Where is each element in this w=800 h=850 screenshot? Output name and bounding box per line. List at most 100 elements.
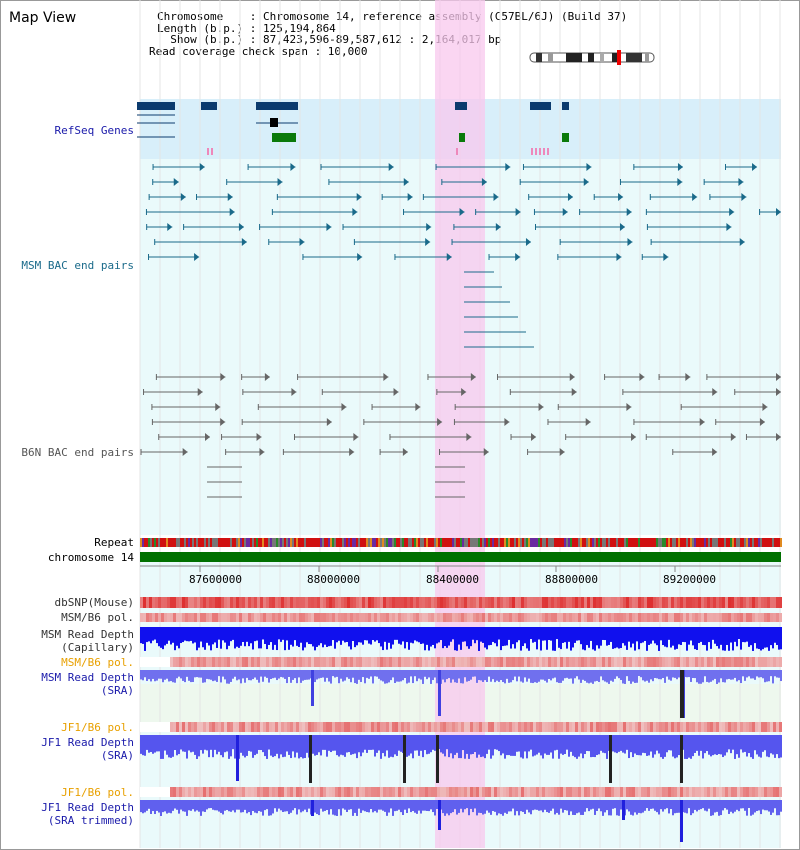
- jf1-b6-pol-cell: [686, 722, 689, 732]
- repeat-segment: [532, 538, 534, 547]
- jf1-depth-sra-bar: [720, 735, 722, 755]
- msm-b6-pol-sra-cell: [551, 657, 554, 667]
- msm-depth-capillary-bar: [702, 627, 704, 645]
- repeat-segment: [672, 538, 674, 547]
- msm-depth-capillary-bar: [648, 627, 650, 645]
- repeat-segment: [454, 538, 456, 547]
- jf1-b6-pol-trimmed-cell: [344, 787, 347, 797]
- msm-depth-capillary-bar: [612, 627, 614, 649]
- jf1-depth-trimmed-bar: [454, 800, 456, 810]
- jf1-depth-trimmed-bar: [382, 800, 384, 811]
- jf1-b6-pol-trimmed-cell: [377, 787, 380, 797]
- msm-depth-capillary-bar: [410, 627, 412, 643]
- msm-depth-capillary-bar: [402, 627, 404, 642]
- dbsnp-cell: [746, 597, 749, 608]
- dbsnp-cell: [638, 597, 641, 608]
- repeat-segment: [610, 538, 612, 547]
- repeat-segment: [146, 538, 148, 547]
- jf1-depth-trimmed-bar: [404, 800, 406, 810]
- msm-b6-pol-sra-cell: [572, 657, 575, 667]
- jf1-depth-trimmed-bar: [724, 800, 726, 809]
- refseq-gene: [201, 102, 217, 110]
- dbsnp-cell: [302, 597, 305, 608]
- msm-b6-pol-sra-cell: [629, 657, 632, 667]
- msm-depth-capillary-bar: [370, 627, 372, 645]
- msm-depth-sra-bar: [674, 670, 676, 678]
- jf1-b6-pol-trimmed-cell: [692, 787, 695, 797]
- repeat-segment: [776, 538, 778, 547]
- repeat-segment: [244, 538, 246, 547]
- jf1-depth-trimmed-bar: [154, 800, 156, 815]
- jf1-b6-pol-trimmed-cell: [671, 787, 674, 797]
- repeat-segment: [524, 538, 526, 547]
- msm-depth-capillary-bar: [604, 627, 606, 641]
- jf1-depth-trimmed-bar: [508, 800, 510, 812]
- msm-b6-pol-sra-cell: [353, 657, 356, 667]
- jf1-depth-sra-bar-spike: [436, 735, 439, 783]
- jf1-depth-trimmed-bar: [766, 800, 768, 811]
- jf1-depth-trimmed-bar: [668, 800, 670, 814]
- msm-depth-capillary-bar: [444, 627, 446, 647]
- dbsnp-cell: [254, 597, 257, 608]
- jf1-depth-sra-bar: [302, 735, 304, 759]
- repeat-segment: [188, 538, 190, 547]
- jf1-depth-sra-bar: [282, 735, 284, 758]
- msm-depth-sra-bar: [474, 670, 476, 677]
- msm-depth-sra-bar: [472, 670, 474, 677]
- msm-b6-pol-sra-cell: [170, 657, 173, 667]
- msm-b6-pol-sra-cell: [401, 657, 404, 667]
- jf1-b6-pol-cell: [749, 722, 752, 732]
- msm-depth-sra-bar: [602, 670, 604, 681]
- msm-b6-pol-sra-cell: [590, 657, 593, 667]
- repeat-segment: [412, 538, 414, 547]
- msm-b6-pol-cell: [404, 613, 407, 622]
- msm-b6-pol-cell: [260, 613, 263, 622]
- repeat-segment: [276, 538, 278, 547]
- repeat-segment: [452, 538, 454, 547]
- jf1-depth-trimmed-bar: [526, 800, 528, 810]
- repeat-segment: [406, 538, 408, 547]
- msm-depth-sra-bar: [220, 670, 222, 683]
- jf1-depth-sra-bar: [672, 735, 674, 757]
- msm-b6-pol-sra-cell: [542, 657, 545, 667]
- msm-depth-capillary-bar: [178, 627, 180, 649]
- msm-depth-sra-bar: [724, 670, 726, 683]
- jf1-depth-trimmed-bar: [256, 800, 258, 814]
- jf1-depth-trimmed-bar: [198, 800, 200, 812]
- jf1-depth-sra-bar: [380, 735, 382, 759]
- msm-b6-pol-cell: [725, 613, 728, 622]
- jf1-depth-trimmed-bar: [398, 800, 400, 810]
- jf1-depth-sra-bar: [360, 735, 362, 757]
- dbsnp-cell: [308, 597, 311, 608]
- msm-depth-capillary-bar: [172, 627, 174, 643]
- repeat-segment: [426, 538, 428, 547]
- jf1-b6-pol-trimmed-cell: [278, 787, 281, 797]
- jf1-depth-sra-bar: [322, 735, 324, 750]
- repeat-segment: [218, 538, 220, 547]
- jf1-b6-pol-cell: [539, 722, 542, 732]
- jf1-b6-pol-trimmed-cell: [488, 787, 491, 797]
- dbsnp-cell: [479, 597, 482, 608]
- jf1-depth-trimmed-bar: [514, 800, 516, 816]
- jf1-depth-trimmed-bar: [340, 800, 342, 816]
- msm-b6-pol-sra-cell: [350, 657, 353, 667]
- jf1-b6-pol-trimmed-cell: [194, 787, 197, 797]
- msm-b6-pol-sra-cell: [767, 657, 770, 667]
- msm-b6-pol-cell: [407, 613, 410, 622]
- jf1-depth-sra-bar: [450, 735, 452, 754]
- msm-b6-pol-sra-cell: [221, 657, 224, 667]
- jf1-depth-sra-label: JF1 Read Depth (SRA): [41, 736, 134, 762]
- msm-depth-capillary-bar: [244, 627, 246, 647]
- jf1-depth-trimmed-bar: [554, 800, 556, 815]
- dbsnp-cell: [731, 597, 734, 608]
- msm-depth-capillary-bar: [344, 627, 346, 643]
- jf1-b6-pol-trimmed-cell: [428, 787, 431, 797]
- jf1-depth-sra-bar: [550, 735, 552, 753]
- jf1-depth-sra-bar: [320, 735, 322, 756]
- jf1-b6-pol-trimmed-cell: [500, 787, 503, 797]
- repeat-segment: [720, 538, 722, 547]
- msm-b6-pol-sra-cell: [392, 657, 395, 667]
- jf1-b6-pol-cell: [764, 722, 767, 732]
- repeat-segment: [204, 538, 206, 547]
